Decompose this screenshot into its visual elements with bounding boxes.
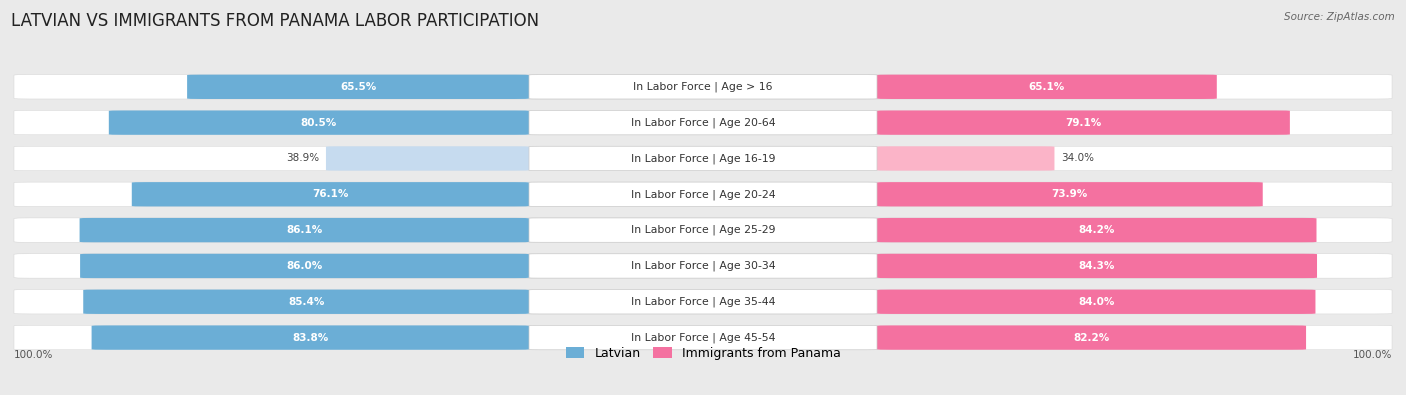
Text: 84.2%: 84.2%	[1078, 225, 1115, 235]
Text: In Labor Force | Age 45-54: In Labor Force | Age 45-54	[631, 332, 775, 343]
Text: 65.1%: 65.1%	[1029, 82, 1064, 92]
FancyBboxPatch shape	[14, 75, 1392, 99]
Text: In Labor Force | Age 20-24: In Labor Force | Age 20-24	[631, 189, 775, 199]
Text: 34.0%: 34.0%	[1062, 154, 1094, 164]
FancyBboxPatch shape	[877, 182, 1263, 207]
Text: 38.9%: 38.9%	[285, 154, 319, 164]
Text: 73.9%: 73.9%	[1052, 189, 1088, 199]
FancyBboxPatch shape	[529, 182, 877, 207]
Text: Source: ZipAtlas.com: Source: ZipAtlas.com	[1284, 12, 1395, 22]
FancyBboxPatch shape	[529, 325, 877, 350]
FancyBboxPatch shape	[877, 146, 1054, 171]
FancyBboxPatch shape	[91, 325, 529, 350]
FancyBboxPatch shape	[529, 146, 877, 171]
FancyBboxPatch shape	[14, 218, 1392, 242]
Legend: Latvian, Immigrants from Panama: Latvian, Immigrants from Panama	[561, 342, 845, 365]
FancyBboxPatch shape	[132, 182, 529, 207]
FancyBboxPatch shape	[529, 290, 877, 314]
FancyBboxPatch shape	[877, 111, 1289, 135]
FancyBboxPatch shape	[187, 75, 529, 99]
FancyBboxPatch shape	[529, 218, 877, 242]
Text: In Labor Force | Age 25-29: In Labor Force | Age 25-29	[631, 225, 775, 235]
Text: 86.1%: 86.1%	[287, 225, 322, 235]
FancyBboxPatch shape	[83, 290, 529, 314]
FancyBboxPatch shape	[877, 254, 1317, 278]
FancyBboxPatch shape	[14, 290, 1392, 314]
Text: 65.5%: 65.5%	[340, 82, 377, 92]
Text: LATVIAN VS IMMIGRANTS FROM PANAMA LABOR PARTICIPATION: LATVIAN VS IMMIGRANTS FROM PANAMA LABOR …	[11, 12, 540, 30]
Text: In Labor Force | Age 20-64: In Labor Force | Age 20-64	[631, 117, 775, 128]
FancyBboxPatch shape	[529, 111, 877, 135]
Text: 76.1%: 76.1%	[312, 189, 349, 199]
Text: 84.0%: 84.0%	[1078, 297, 1115, 307]
FancyBboxPatch shape	[877, 290, 1316, 314]
Text: 85.4%: 85.4%	[288, 297, 325, 307]
Text: In Labor Force | Age > 16: In Labor Force | Age > 16	[633, 81, 773, 92]
FancyBboxPatch shape	[108, 111, 529, 135]
Text: In Labor Force | Age 30-34: In Labor Force | Age 30-34	[631, 261, 775, 271]
Text: 100.0%: 100.0%	[1353, 350, 1392, 361]
Text: 80.5%: 80.5%	[301, 118, 337, 128]
Text: 83.8%: 83.8%	[292, 333, 329, 342]
Text: 100.0%: 100.0%	[14, 350, 53, 361]
FancyBboxPatch shape	[80, 254, 529, 278]
FancyBboxPatch shape	[14, 254, 1392, 278]
FancyBboxPatch shape	[529, 75, 877, 99]
Text: In Labor Force | Age 35-44: In Labor Force | Age 35-44	[631, 297, 775, 307]
FancyBboxPatch shape	[529, 254, 877, 278]
FancyBboxPatch shape	[326, 146, 529, 171]
Text: In Labor Force | Age 16-19: In Labor Force | Age 16-19	[631, 153, 775, 164]
Text: 82.2%: 82.2%	[1073, 333, 1109, 342]
FancyBboxPatch shape	[14, 182, 1392, 207]
Text: 84.3%: 84.3%	[1078, 261, 1115, 271]
FancyBboxPatch shape	[877, 325, 1306, 350]
FancyBboxPatch shape	[80, 218, 529, 242]
FancyBboxPatch shape	[877, 218, 1316, 242]
Text: 79.1%: 79.1%	[1066, 118, 1101, 128]
FancyBboxPatch shape	[14, 325, 1392, 350]
FancyBboxPatch shape	[14, 146, 1392, 171]
Text: 86.0%: 86.0%	[287, 261, 323, 271]
FancyBboxPatch shape	[877, 75, 1216, 99]
FancyBboxPatch shape	[14, 111, 1392, 135]
